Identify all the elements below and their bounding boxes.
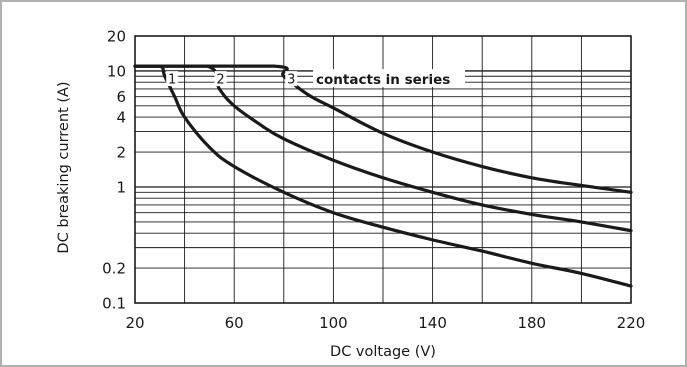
curve-label-bg — [214, 71, 227, 87]
y-tick-label: 0.1 — [102, 295, 126, 313]
curve-label-1: 1 — [168, 73, 176, 88]
y-tick-label: 4 — [116, 109, 126, 127]
x-tick-label: 220 — [617, 314, 646, 332]
curve-labels: 1 2 3 contacts in series — [166, 69, 466, 88]
x-tick-label: 100 — [319, 314, 348, 332]
x-tick-label: 140 — [418, 314, 447, 332]
curve-label-bg — [166, 71, 179, 87]
x-axis-title: DC voltage (V) — [330, 344, 436, 360]
y-tick-label: 6 — [116, 88, 126, 106]
curve-label-3: 3 — [287, 73, 295, 88]
series-line-3 — [133, 64, 633, 194]
plot-border — [134, 35, 632, 304]
series-line-2 — [133, 64, 633, 233]
y-tick-label: 20 — [107, 28, 126, 46]
annotation-text: contacts in series — [316, 72, 450, 88]
annotation-bg — [313, 69, 466, 88]
y-axis-title: DC breaking current (A) — [56, 81, 72, 253]
x-tick-label: 60 — [225, 314, 244, 332]
curve-label-2: 2 — [216, 73, 224, 88]
curve-label-bg — [285, 71, 298, 87]
y-tick-label: 10 — [107, 62, 126, 80]
tick-labels: 0.1 0.2 1 2 4 6 10 20 20 60 100 140 180 220 — [102, 28, 645, 333]
x-tick-label: 20 — [125, 314, 144, 332]
y-tick-label: 0.2 — [102, 260, 126, 278]
x-tick-label: 180 — [517, 314, 546, 332]
y-tick-label: 1 — [116, 178, 126, 196]
y-tick-label: 2 — [116, 144, 126, 162]
